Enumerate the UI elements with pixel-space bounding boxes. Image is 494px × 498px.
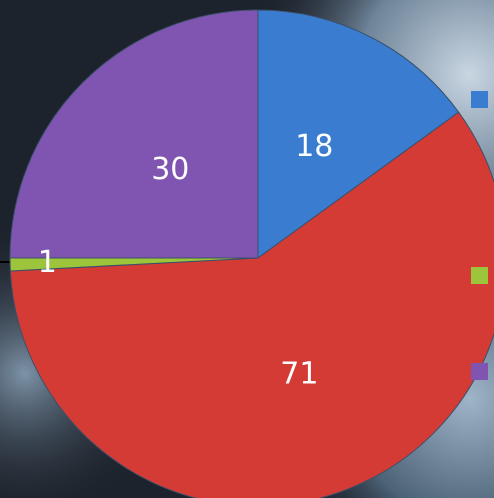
page: 1871130 (() => { const data = JSON.parse… <box>0 0 494 498</box>
data-label: 18 <box>295 129 333 164</box>
chart: 18 71 1 30 <box>0 0 494 498</box>
legend-swatch <box>471 91 488 108</box>
data-label: 1 <box>38 245 57 280</box>
data-label: 71 <box>280 356 318 391</box>
data-label: 30 <box>151 152 189 187</box>
legend-swatch <box>471 363 488 380</box>
pie: 18 71 1 30 <box>10 10 494 498</box>
legend-swatch <box>471 267 488 284</box>
legend-swatch <box>471 174 488 191</box>
